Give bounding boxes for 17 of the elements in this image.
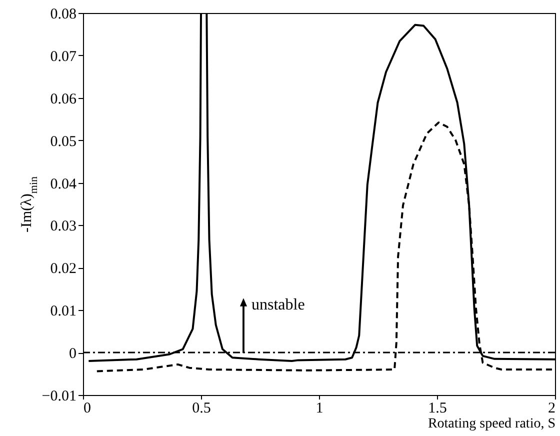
y-tick-label: 0.08 xyxy=(50,6,76,22)
y-tick-label: 0.02 xyxy=(50,261,76,278)
annotation: unstable xyxy=(251,296,305,314)
y-tick-label: 0 xyxy=(69,346,76,362)
x-tick-label: 1 xyxy=(316,400,324,416)
x-tick-label: 0.5 xyxy=(192,400,211,416)
y-tick-label: 0.04 xyxy=(50,176,77,192)
x-axis-title: Rotating speed ratio, S xyxy=(428,416,556,432)
x-tick-label: 2 xyxy=(548,400,556,416)
y-tick-label: 0.06 xyxy=(50,91,77,108)
y-tick-label: 0.05 xyxy=(50,134,76,150)
y-tick-label: −0.01 xyxy=(42,388,76,404)
y-tick-label: 0.03 xyxy=(50,218,76,235)
y-tick-label: 0.07 xyxy=(50,48,77,65)
x-tick-label: 1.5 xyxy=(428,400,447,416)
y-tick-label: 0.01 xyxy=(50,304,76,320)
x-tick-label: 0 xyxy=(84,400,91,416)
